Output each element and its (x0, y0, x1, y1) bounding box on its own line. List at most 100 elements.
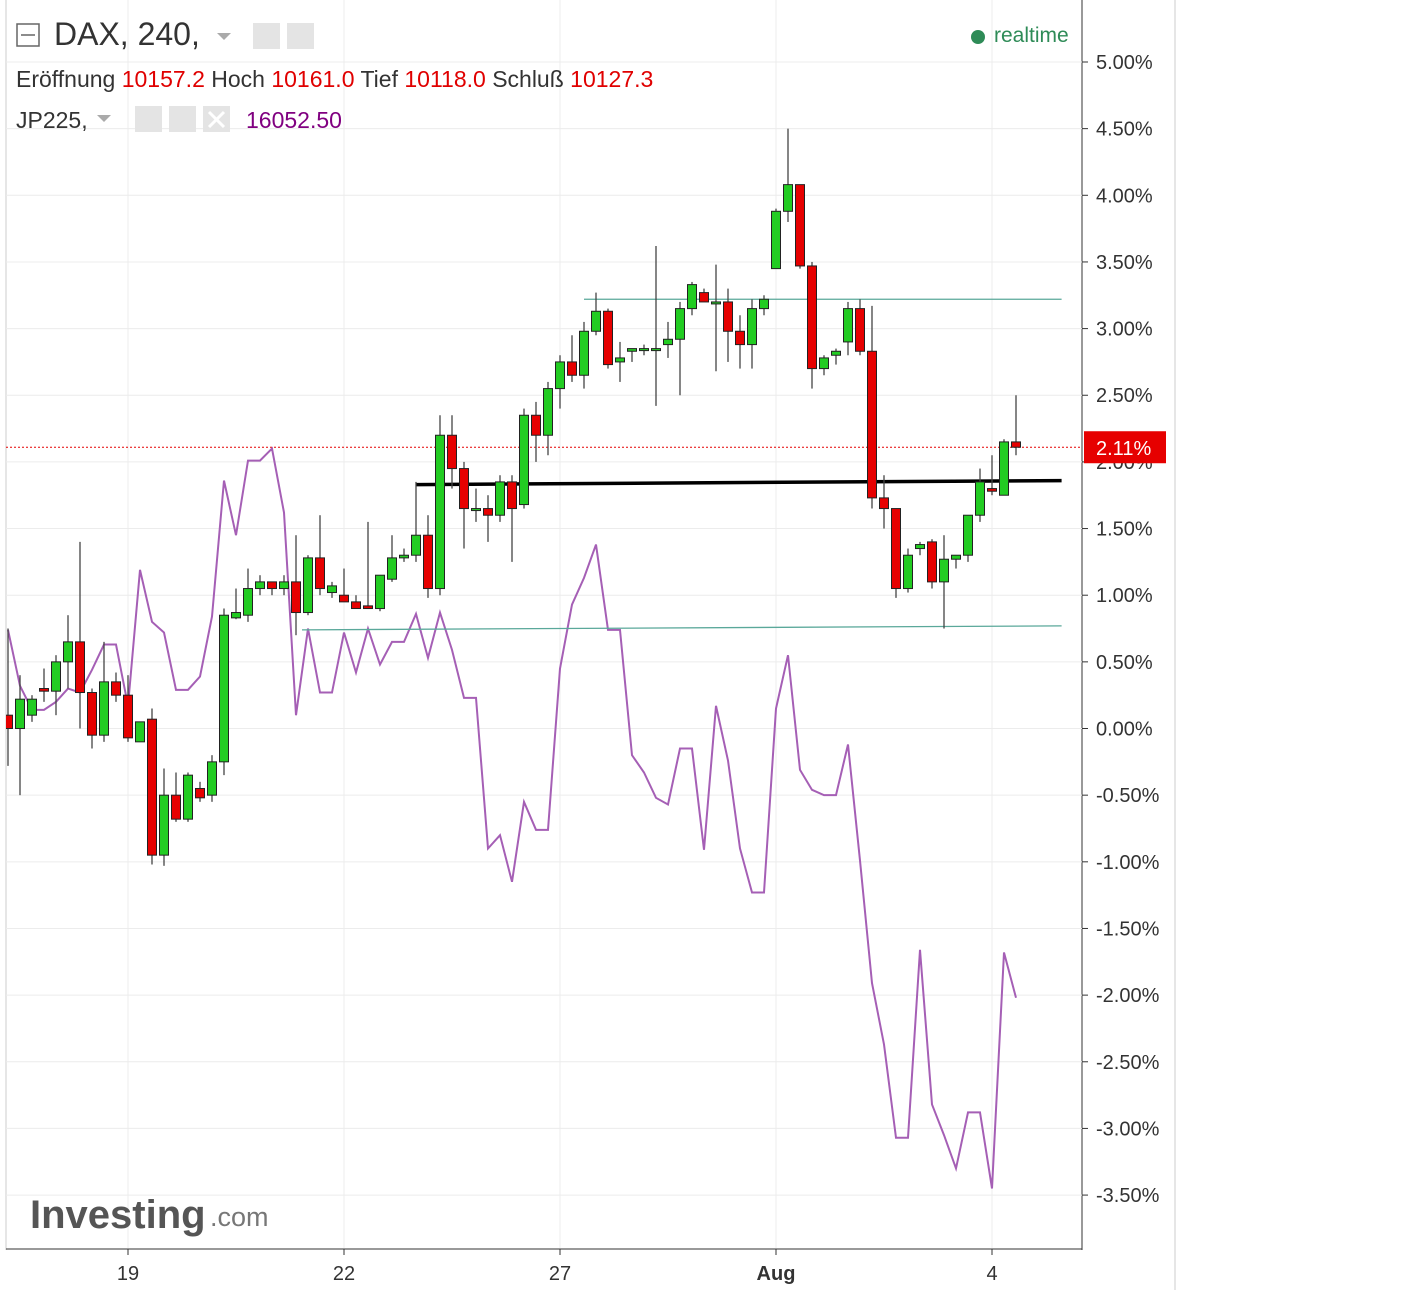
remove-icon (207, 110, 226, 129)
candle-body (735, 330, 745, 346)
candle-body (171, 794, 181, 820)
ohlc-label: Hoch (211, 66, 265, 92)
last-price-label: 2.11% (1096, 438, 1151, 460)
compare-line (7, 446, 1017, 1189)
candle-body (327, 585, 337, 594)
x-tick-label: Aug (757, 1263, 796, 1285)
watermark: Investing .com (30, 1193, 269, 1237)
candle-body (651, 348, 661, 352)
candle-body (831, 350, 841, 356)
candle-body (219, 614, 229, 763)
candle-body (771, 210, 781, 270)
candle-body (147, 718, 157, 856)
candle-body (471, 508, 481, 512)
status-dot (971, 30, 985, 44)
candle-body (363, 605, 373, 610)
settings-button[interactable] (169, 106, 196, 132)
ohlc-value: 10161.0 (271, 66, 355, 92)
axes: 5.00%4.50%4.00%3.50%3.00%2.50%2.00%1.50%… (117, 52, 1166, 1285)
trend-line (301, 625, 1062, 631)
candle-body (435, 434, 445, 590)
candle-body (339, 594, 349, 603)
candle-body (39, 688, 49, 692)
ohlc-label: Eröffnung (16, 66, 116, 92)
x-tick-label: 4 (986, 1263, 997, 1285)
candle-body (183, 774, 193, 820)
candle-body (903, 554, 913, 590)
eye-button[interactable] (135, 106, 162, 132)
candle-body (255, 581, 265, 590)
candle-body (423, 534, 433, 590)
candle-body (999, 441, 1009, 496)
candle-body (615, 357, 625, 363)
candle-body (87, 692, 97, 736)
candle-body (555, 361, 565, 390)
candle-body (483, 508, 493, 516)
y-tick-label: -1.00% (1096, 852, 1160, 874)
candle-body (963, 514, 973, 556)
dropdown-arrow[interactable] (217, 33, 231, 40)
candle-body (387, 557, 397, 580)
candle-body (519, 414, 529, 506)
candle-body (135, 721, 145, 743)
candle-body (639, 348, 649, 352)
candle-body (927, 541, 937, 583)
candle-body (459, 468, 469, 510)
candle-body (291, 581, 301, 614)
y-tick-label: 1.50% (1096, 519, 1153, 541)
y-tick-label: 2.50% (1096, 385, 1153, 407)
y-tick-label: 3.50% (1096, 252, 1153, 274)
candle-body (915, 544, 925, 550)
candle-body (807, 265, 817, 370)
candle-body (1011, 441, 1021, 448)
candle-body (507, 481, 517, 510)
candle-body (231, 612, 241, 619)
ohlc-row: Eröffnung 10157.2 Hoch 10161.0 Tief 1011… (16, 66, 653, 93)
y-tick-label: 5.00% (1096, 52, 1153, 74)
candle-body (579, 330, 589, 376)
candle-body (867, 350, 877, 499)
ohlc-label: Schluß (492, 66, 564, 92)
candle-body (411, 534, 421, 556)
candle-body (591, 310, 601, 332)
candle-body (951, 554, 961, 560)
watermark-suffix: .com (210, 1202, 269, 1232)
last-price-tag (1084, 431, 1166, 464)
candle-body (879, 497, 889, 510)
eye-button[interactable] (253, 23, 280, 49)
y-tick-label: -2.50% (1096, 1052, 1160, 1074)
y-tick-label: 0.00% (1096, 719, 1153, 741)
compare-symbol: JP225, (16, 107, 88, 133)
candle-body (279, 581, 289, 590)
x-tick-label: 22 (333, 1263, 355, 1285)
collapse-icon[interactable] (16, 23, 40, 47)
settings-button[interactable] (287, 23, 314, 49)
candle-body (495, 481, 505, 516)
candle-body (975, 481, 985, 516)
candle-body (375, 574, 385, 610)
candle-body (699, 292, 709, 303)
candle-body (99, 681, 109, 736)
y-tick-label: -1.50% (1096, 918, 1160, 940)
y-tick-label: -3.50% (1096, 1185, 1160, 1207)
x-tick-label: 27 (549, 1263, 571, 1285)
candle-body (63, 641, 73, 663)
candle-body (675, 308, 685, 340)
y-tick-label: 3.00% (1096, 319, 1153, 341)
candle-body (855, 308, 865, 352)
candle-body (447, 434, 457, 470)
candle-body (603, 310, 613, 366)
y-tick-label: -2.00% (1096, 985, 1160, 1007)
candle-body (399, 554, 409, 559)
candle-body (267, 581, 277, 590)
candle-body (6, 714, 13, 730)
candle-body (531, 414, 541, 436)
dropdown-arrow[interactable] (97, 115, 111, 122)
candle-body (627, 348, 637, 352)
plot-area (6, 128, 1082, 1189)
candle-body (543, 388, 553, 436)
candle-body (843, 308, 853, 343)
candle-body (795, 184, 805, 267)
